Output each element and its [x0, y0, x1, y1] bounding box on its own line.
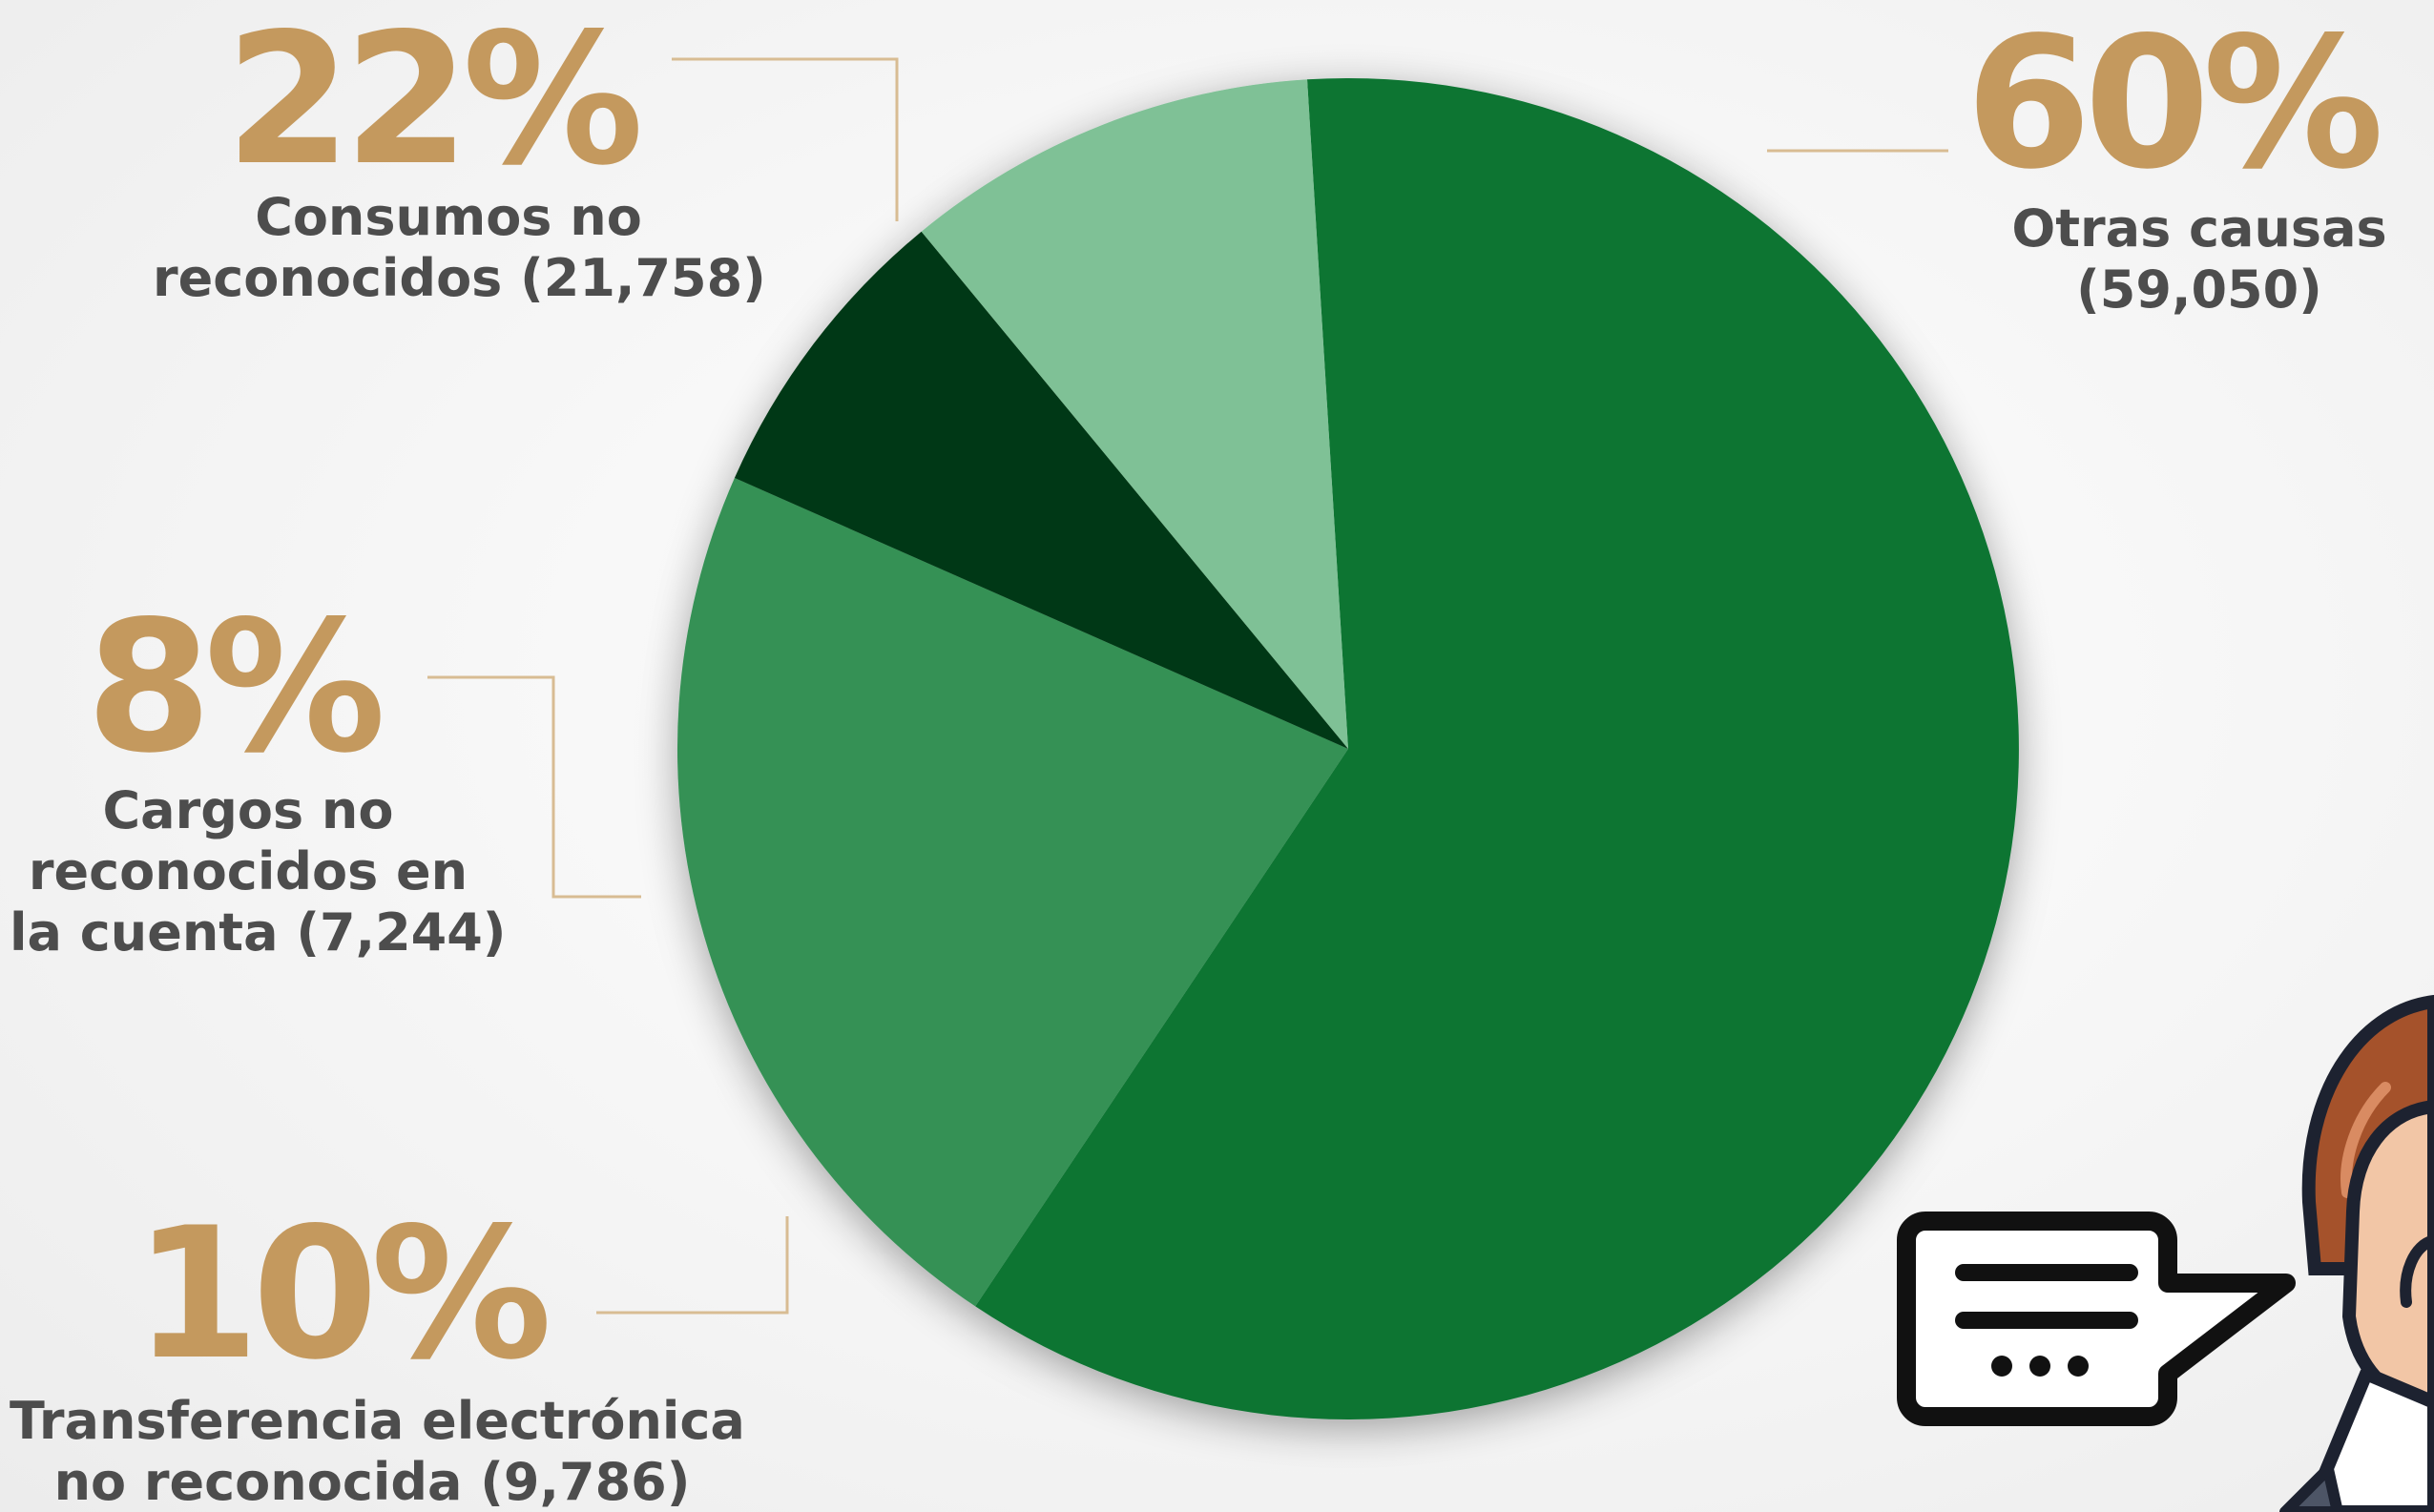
- percent-label-8: 8%: [86, 582, 386, 793]
- pie-slice-transferencia-no-reconocida: [921, 79, 1348, 750]
- pie-slice-otras-causas: [975, 77, 2019, 1419]
- percent-label-10: 10%: [134, 1189, 552, 1399]
- person-illustration: [2279, 994, 2434, 1512]
- pie-slice-cargos-no-reconocidos: [734, 231, 1348, 749]
- description-label-60: Otras causas (59,050): [2011, 198, 2387, 320]
- description-label-8: Cargos no reconocidos en la cuenta (7,24…: [10, 780, 507, 963]
- pie-slice-consumos-no-reconocidos: [676, 478, 1348, 1307]
- leader-line-22: [672, 57, 899, 221]
- description-label-10: Transferencia electrónica no reconocida …: [10, 1391, 745, 1512]
- leader-line-8: [427, 675, 641, 899]
- pie-slices: [676, 77, 2019, 1419]
- leader-line-10: [596, 1216, 789, 1315]
- leader-lines: [427, 57, 1948, 1315]
- percent-label-22: 22%: [225, 0, 644, 205]
- percent-label-60: 60%: [1966, 0, 2384, 209]
- description-label-22: Consumos no reconocidos (21,758): [153, 187, 766, 308]
- speech-bubble-icon: [1897, 1212, 2296, 1426]
